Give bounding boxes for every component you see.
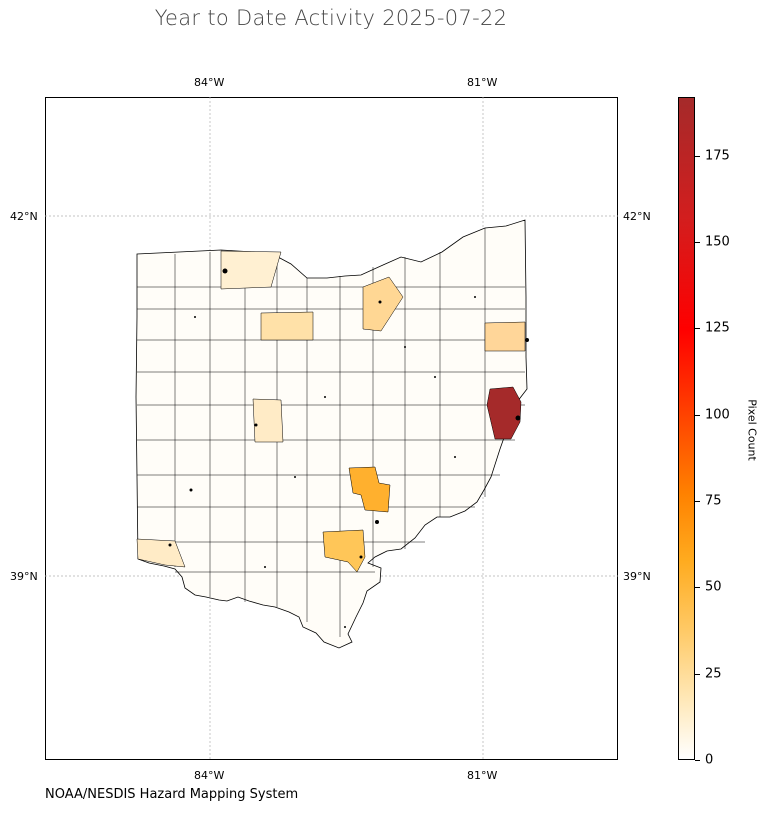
colorbar-tick-mark bbox=[695, 328, 700, 330]
colorbar-tick-label: 125 bbox=[705, 320, 730, 336]
lon-label-bottom-81w: 81°W bbox=[467, 769, 498, 782]
lat-label-right-42n: 42°N bbox=[623, 210, 651, 223]
lat-label-right-39n: 39°N bbox=[623, 570, 651, 583]
fire-points bbox=[168, 268, 529, 628]
colorbar-tick-mark bbox=[695, 760, 700, 761]
lat-label-left-39n: 39°N bbox=[10, 570, 38, 583]
county-hardin bbox=[252, 398, 284, 443]
colorbar-tick-label: 75 bbox=[705, 493, 722, 509]
colorbar-tick-label: 0 bbox=[705, 752, 714, 768]
county-pike bbox=[322, 529, 366, 573]
lon-label-top-84w: 84°W bbox=[194, 76, 225, 89]
gridlines bbox=[45, 97, 618, 760]
colorbar-tick-label: 175 bbox=[705, 148, 730, 164]
colorbar-tick-mark bbox=[695, 155, 700, 157]
credit-text: NOAA/NESDIS Hazard Mapping System bbox=[45, 787, 299, 802]
county-huron bbox=[362, 276, 404, 332]
colorbar-tick-mark bbox=[695, 587, 700, 589]
county-fills bbox=[136, 250, 526, 573]
colorbar-tick-mark bbox=[695, 673, 700, 675]
colorbar-tick-label: 25 bbox=[705, 666, 722, 682]
county-marion bbox=[260, 311, 314, 341]
colorbar-tick-label: 50 bbox=[705, 579, 722, 595]
colorbar-title: Pixel Count bbox=[745, 399, 759, 461]
county-wood bbox=[220, 250, 282, 290]
colorbar-tick-mark bbox=[695, 242, 700, 244]
colorbar-tick-label: 150 bbox=[705, 234, 730, 250]
ohio-map bbox=[45, 97, 618, 760]
colorbar-tick-label: 100 bbox=[705, 407, 730, 423]
lon-label-bottom-84w: 84°W bbox=[194, 769, 225, 782]
lon-label-top-81w: 81°W bbox=[467, 76, 498, 89]
lat-label-left-42n: 42°N bbox=[10, 210, 38, 223]
map-title: Year to Date Activity 2025-07-22 bbox=[154, 6, 508, 30]
colorbar bbox=[678, 97, 695, 760]
county-fairfield bbox=[348, 466, 391, 513]
county-brown bbox=[136, 538, 186, 568]
county-mahoning bbox=[484, 321, 526, 352]
county-jefferson bbox=[486, 386, 522, 440]
ohio-state-outline bbox=[135, 219, 528, 649]
colorbar-tick-mark bbox=[695, 501, 700, 503]
colorbar-tick-mark bbox=[695, 414, 700, 416]
